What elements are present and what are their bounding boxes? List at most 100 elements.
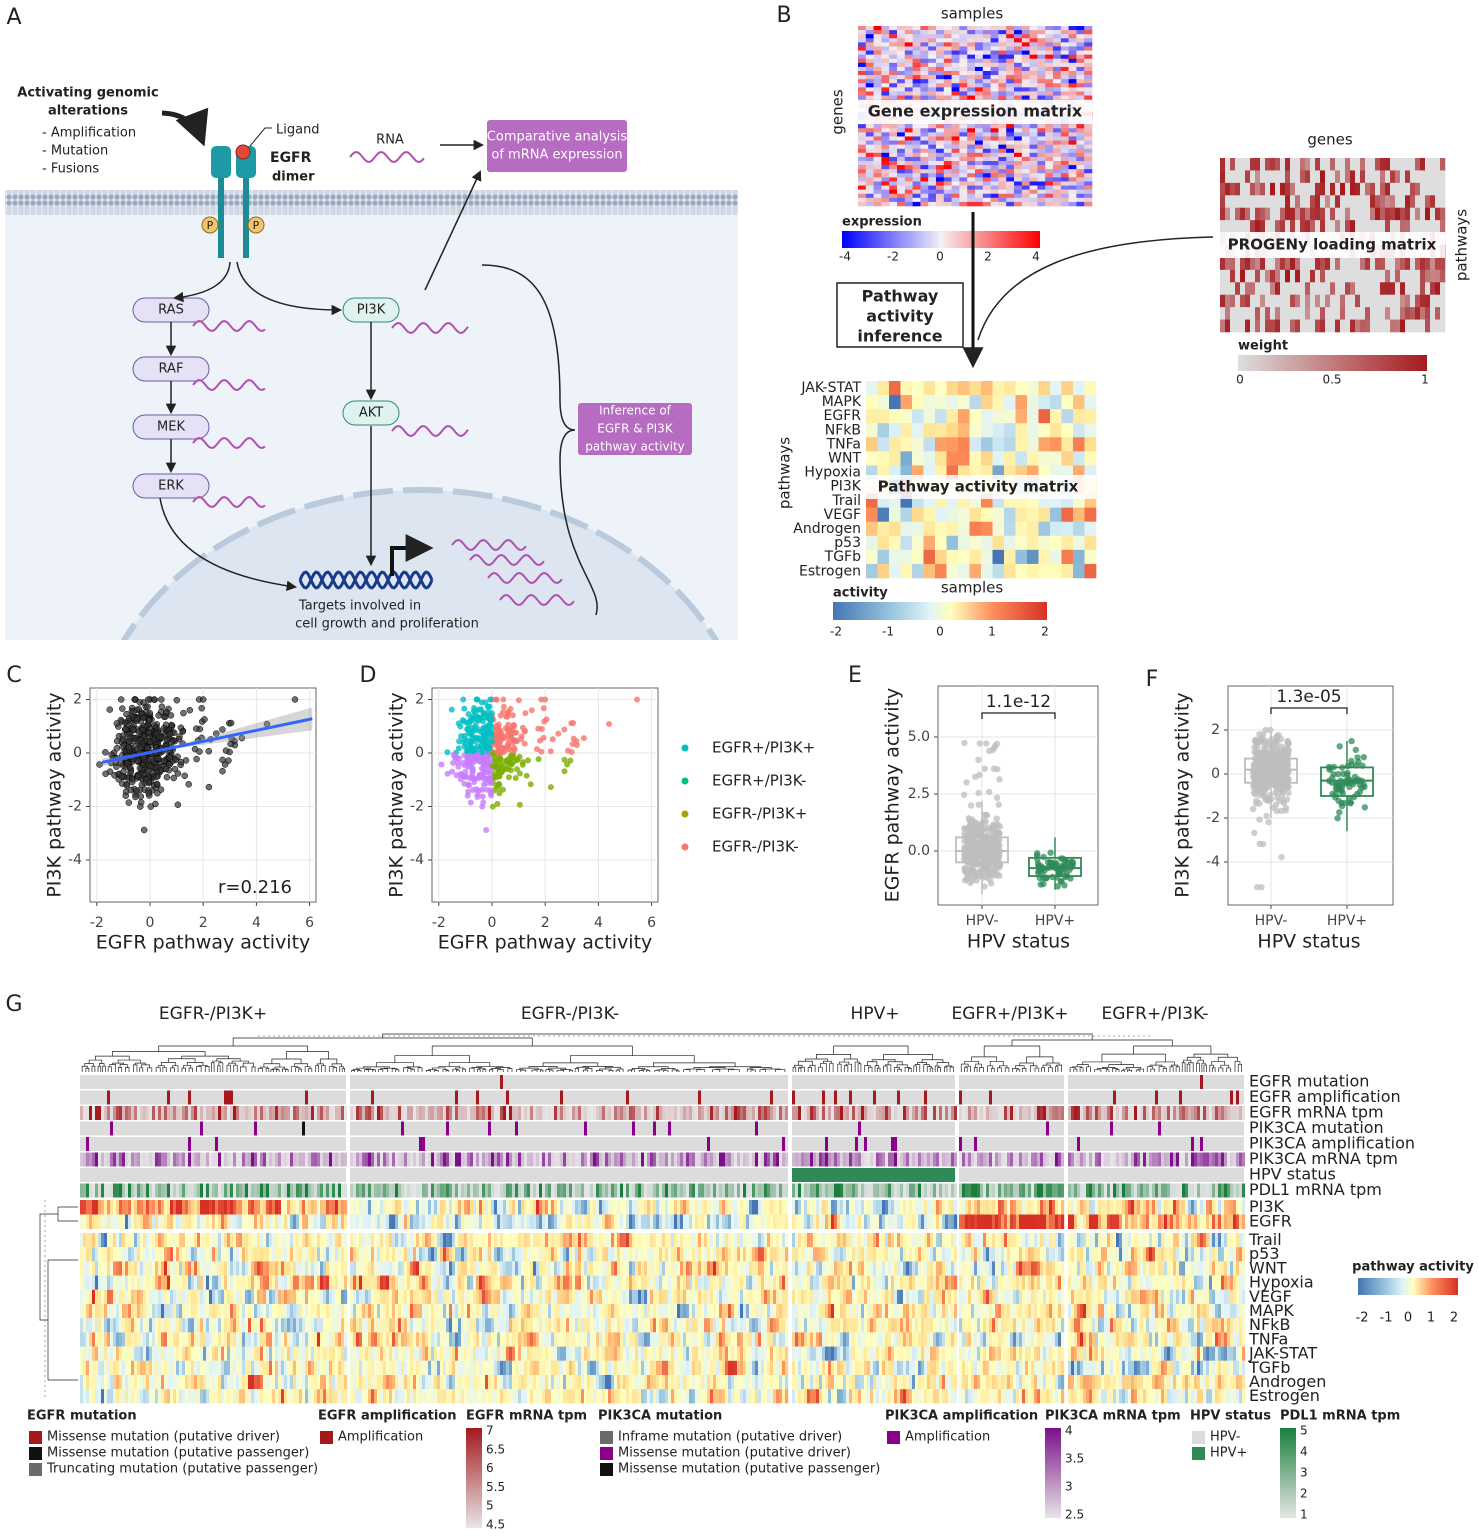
expression-cell: [1053, 124, 1062, 129]
point: [163, 773, 171, 781]
expression-cell: [897, 54, 906, 60]
expression-cell: [889, 91, 898, 96]
expression-cell: [865, 91, 874, 96]
loading-cell: [1240, 319, 1246, 333]
label: p53: [834, 535, 861, 551]
expression-cell: [865, 161, 874, 166]
expression-cell: [998, 152, 1007, 158]
activity-cell: [1038, 549, 1051, 565]
loading-cell: [1405, 182, 1411, 196]
dendrogram: [125, 1067, 130, 1069]
expression-cell: [1037, 144, 1046, 150]
expression-cell: [1068, 83, 1077, 88]
point: [1279, 788, 1286, 795]
activity-cell: [935, 493, 947, 508]
expression-cell: [858, 185, 867, 190]
expression-cell: [959, 91, 968, 96]
expression-cell: [1021, 132, 1030, 137]
loading-cell: [1410, 269, 1416, 283]
box: [487, 120, 627, 172]
expression-cell: [1053, 30, 1062, 35]
expression-cell: [1006, 95, 1015, 100]
label: activity: [833, 586, 888, 601]
point: [462, 736, 469, 743]
dendrogram: [139, 1067, 144, 1069]
expression-cell: [873, 71, 882, 76]
loading-cell: [1405, 220, 1411, 233]
loading-cell: [1440, 269, 1446, 283]
loading-cell: [1290, 294, 1296, 308]
loading-cell: [1415, 207, 1421, 221]
expression-cell: [967, 34, 976, 39]
point: [448, 706, 455, 713]
activity-cell: [866, 507, 878, 523]
loading-cell: [1360, 319, 1366, 333]
expression-cell: [959, 156, 968, 162]
point: [464, 725, 471, 732]
activity-cell: [1038, 563, 1051, 579]
expression-cell: [975, 136, 984, 141]
label: pathways: [776, 437, 794, 509]
label: -4: [410, 852, 424, 868]
expression-cell: [998, 79, 1007, 84]
expression-cell: [951, 132, 960, 137]
dendrogram: [556, 1069, 565, 1071]
point: [465, 782, 472, 789]
label: RAF: [159, 362, 184, 377]
loading-cell: [1320, 182, 1326, 196]
loading-cell: [1270, 257, 1276, 271]
expression-cell: [1029, 156, 1038, 162]
label: weight: [1238, 339, 1288, 354]
expression-cell: [1076, 26, 1085, 31]
expression-cell: [897, 197, 906, 203]
loading-cell: [1315, 220, 1321, 233]
loading-cell: [1340, 220, 1346, 233]
activity-cell: [981, 451, 993, 466]
expression-cell: [959, 71, 968, 76]
activity-cell: [1084, 563, 1097, 579]
loading-cell: [1265, 195, 1271, 209]
expression-cell: [1076, 177, 1085, 182]
dendrogram: [866, 1061, 878, 1066]
loading-cell: [1430, 170, 1436, 184]
loading-cell: [1345, 170, 1351, 184]
expression-cell: [865, 62, 874, 68]
expression-cell: [982, 132, 991, 137]
dendrogram: [683, 1069, 691, 1071]
point: [511, 744, 517, 751]
loading-cell: [1260, 220, 1266, 233]
expression-cell: [1068, 132, 1077, 137]
expression-cell: [881, 148, 890, 154]
point: [967, 802, 975, 809]
point: [1062, 862, 1069, 869]
expression-cell: [1068, 50, 1077, 55]
expression-cell: [1014, 54, 1023, 60]
expression-cell: [1021, 156, 1030, 162]
activity-cell: [900, 395, 913, 410]
activity-cell: [946, 535, 959, 551]
expression-cell: [967, 189, 976, 195]
expression-cell: [975, 26, 984, 31]
point: [145, 729, 153, 736]
expression-cell: [1037, 83, 1046, 88]
expression-cell: [943, 26, 952, 31]
expression-cell: [1060, 140, 1069, 145]
loading-cell: [1390, 195, 1396, 209]
point: [168, 738, 175, 746]
point: [117, 696, 125, 703]
expression-cell: [912, 95, 921, 100]
loading-cell: [1360, 195, 1366, 209]
activity-cell: [1004, 395, 1016, 410]
dendrogram: [140, 1064, 150, 1068]
expression-cell: [889, 189, 898, 195]
panel-label: F: [1146, 667, 1159, 692]
loading-cell: [1350, 195, 1356, 209]
expression-cell: [1021, 26, 1030, 31]
loading-cell: [1235, 307, 1241, 320]
expression-cell: [998, 181, 1007, 186]
expression-cell: [858, 66, 867, 72]
dendrogram: [990, 1068, 995, 1070]
loading-cell: [1420, 170, 1426, 184]
expression-cell: [858, 124, 867, 129]
expression-cell: [998, 87, 1007, 92]
